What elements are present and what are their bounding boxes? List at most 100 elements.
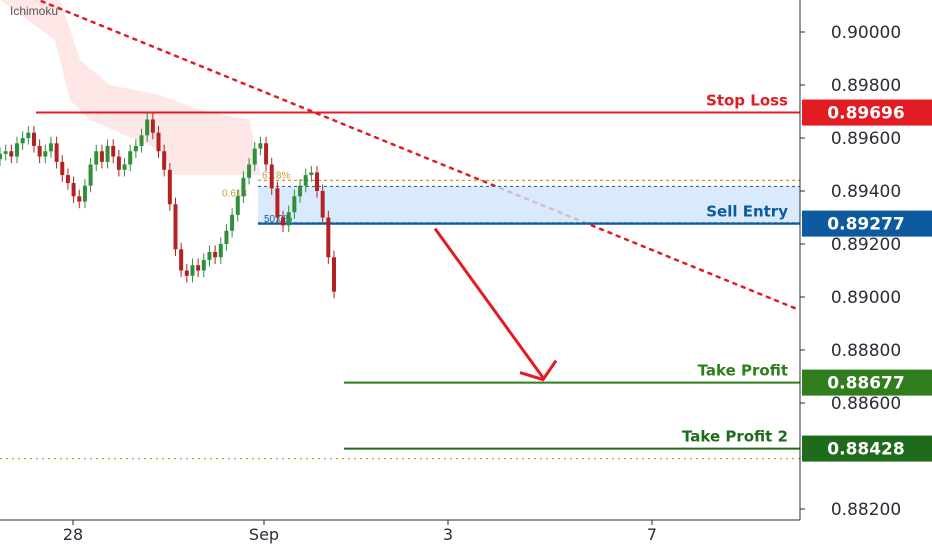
arrow-shaft	[433, 227, 545, 379]
price-axis: 0.90000 0.89800 0.89600 0.89400 0.89200 0.890…	[799, 0, 901, 520]
candle	[156, 126, 161, 158]
candle	[275, 181, 280, 225]
date-tick-label: 3	[443, 525, 453, 544]
candle-body	[275, 188, 280, 218]
arrow-head	[519, 359, 558, 382]
candle-body	[31, 132, 36, 146]
candle-body	[48, 143, 53, 152]
candle-body	[122, 164, 127, 170]
candle-body	[0, 153, 2, 160]
candle-body	[3, 151, 8, 154]
candles	[0, 112, 336, 299]
candle-body	[105, 145, 110, 162]
stop-loss-label: Stop Loss	[706, 92, 788, 110]
candle-body	[167, 169, 172, 205]
date-tick-label: 7	[647, 525, 657, 544]
candle	[122, 157, 127, 177]
stop-loss-tag	[802, 99, 932, 126]
date-axis: 28 Sep 3 7	[0, 519, 800, 544]
candle	[269, 157, 274, 195]
candle-body	[65, 175, 70, 184]
candle	[332, 250, 336, 299]
candle	[303, 168, 308, 193]
candle-body	[292, 196, 297, 213]
candle-body	[179, 249, 184, 271]
candle-body	[315, 172, 320, 191]
candle-body	[77, 196, 82, 202]
candle	[309, 165, 314, 182]
candle	[218, 237, 223, 264]
date-tick-label: Sep	[249, 525, 279, 544]
candle-body	[88, 164, 93, 186]
take-profit-tag-text: 0.88677	[827, 374, 904, 394]
candle	[167, 163, 172, 211]
date-tick-label: 28	[63, 525, 83, 544]
candle-body	[82, 185, 87, 202]
take-profit-2-tag	[802, 435, 932, 462]
candle	[224, 224, 229, 251]
candle-body	[309, 172, 314, 176]
trendline	[35, 0, 802, 312]
candle	[230, 208, 235, 238]
take-profit-label: Take Profit	[698, 362, 788, 380]
candle	[173, 197, 178, 256]
candle	[241, 171, 246, 203]
price-tick-label: 0.90000	[831, 23, 901, 43]
candle	[60, 155, 65, 182]
fib-left-label: 0.618	[222, 188, 247, 199]
candle-body	[196, 265, 201, 271]
candle	[128, 144, 133, 172]
candle	[298, 179, 303, 203]
candle	[9, 144, 14, 164]
candle	[26, 126, 31, 145]
sell-entry-tag	[802, 210, 932, 237]
candle-body	[37, 145, 42, 157]
candle	[247, 157, 252, 185]
candle-body	[213, 251, 218, 258]
level-tags: 0.89696 0.89277 0.88677 0.88428	[802, 99, 932, 462]
price-tick-label: 0.89200	[831, 235, 901, 255]
candle-body	[150, 119, 155, 133]
candle-body	[99, 151, 104, 162]
candle	[184, 263, 189, 283]
candle	[37, 139, 42, 164]
candle-body	[298, 185, 303, 197]
price-tick-label: 0.89600	[831, 129, 901, 149]
candle-body	[230, 214, 235, 231]
candle-body	[241, 177, 246, 197]
candle	[65, 168, 70, 190]
candle-body	[332, 257, 336, 292]
fib-618-label: 61.8%	[262, 170, 290, 181]
candle-body	[9, 151, 14, 157]
candle-body	[320, 191, 325, 218]
candle	[3, 144, 8, 161]
candle	[258, 136, 263, 156]
candle-body	[281, 217, 286, 226]
candle	[139, 128, 144, 153]
price-levels: Stop Loss Sell Entry Take Profit Take Profi…	[36, 92, 800, 450]
sell-entry-label: Sell Entry	[706, 203, 788, 221]
price-tick-label: 0.89400	[831, 182, 901, 202]
candle	[116, 149, 121, 177]
candle-body	[20, 138, 25, 144]
candle	[99, 144, 104, 169]
candle	[190, 258, 195, 283]
candle	[264, 136, 269, 172]
candle	[20, 131, 25, 150]
candle-body	[286, 212, 291, 226]
candle-body	[252, 148, 257, 165]
candle-body	[128, 151, 133, 165]
candle	[235, 189, 240, 222]
candle	[111, 139, 116, 164]
candle-body	[162, 151, 167, 170]
candle	[145, 112, 150, 142]
candle-body	[111, 145, 116, 157]
candle-body	[43, 151, 48, 157]
candle-body	[207, 251, 212, 260]
price-tick-label: 0.88800	[831, 341, 901, 361]
sell-entry-tag-text: 0.89277	[827, 215, 904, 235]
projection-arrow	[433, 227, 558, 382]
candle	[94, 144, 99, 172]
